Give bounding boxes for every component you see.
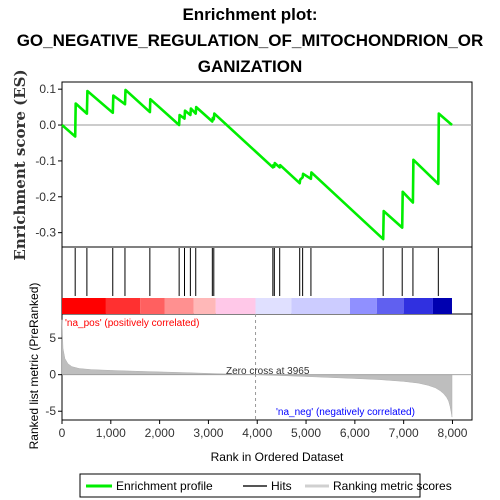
metric-y-tick-label: -5 <box>45 404 56 418</box>
color-bar-segment <box>140 298 165 314</box>
legend-label-hits: Hits <box>271 479 292 493</box>
legend-label-metric: Ranking metric scores <box>333 479 452 493</box>
es-y-tick-label: -0.2 <box>35 190 56 204</box>
color-bar-segment <box>291 298 350 314</box>
x-tick-label: 7,000 <box>389 426 419 440</box>
metric-y-tick-label: 5 <box>49 331 56 345</box>
color-bar-segment <box>164 298 194 314</box>
x-tick-label: 5,000 <box>291 426 321 440</box>
es-y-tick-label: 0.1 <box>39 82 56 96</box>
x-tick-label: 1,000 <box>96 426 126 440</box>
color-bar-segment <box>376 298 404 314</box>
enrichment-profile-line <box>61 88 453 241</box>
title-line-3: GANIZATION <box>197 57 303 76</box>
ranking-metric-fill <box>61 319 453 418</box>
zero-cross-label: Zero cross at 3965 <box>226 366 310 377</box>
color-bar-segment <box>349 298 377 314</box>
color-bar-segment <box>403 298 433 314</box>
x-tick-label: 0 <box>59 426 66 440</box>
title-line-2: GO_NEGATIVE_REGULATION_OF_MITOCHONDRION_… <box>16 31 484 50</box>
x-tick-label: 2,000 <box>145 426 175 440</box>
color-bar-segment <box>62 298 106 314</box>
x-tick-label: 3,000 <box>193 426 223 440</box>
color-bar-segment <box>193 298 216 314</box>
x-axis: 0 1,000 2,000 3,000 4,000 5,000 6,000 7,000 8,00… <box>59 420 468 440</box>
chart-title: Enrichment plot: GO_NEGATIVE_REGULATION_… <box>0 2 500 80</box>
color-bar-segment <box>255 298 292 314</box>
es-y-tick-label: 0.0 <box>39 118 56 132</box>
x-axis-title: Rank in Ordered Dataset <box>211 450 344 464</box>
es-y-axis: 0.1 0.0 -0.1 -0.2 -0.3 <box>35 82 62 240</box>
color-bar-segment <box>215 298 256 314</box>
es-y-axis-title: Enrichment score (ES) <box>11 69 29 260</box>
enrichment-profile-path <box>61 88 453 241</box>
neg-label: 'na_neg' (negatively correlated) <box>276 407 415 418</box>
x-tick-label: 8,000 <box>437 426 467 440</box>
ranking-metric-area <box>61 314 472 420</box>
title-line-1: Enrichment plot: <box>182 5 318 24</box>
es-y-tick-label: -0.1 <box>35 154 56 168</box>
pos-label: 'na_pos' (positively correlated) <box>65 318 199 329</box>
rank-color-bar <box>62 298 452 314</box>
color-bar-segment <box>105 298 141 314</box>
metric-y-axis: 5 0 -5 <box>45 331 62 418</box>
legend-label-profile: Enrichment profile <box>116 479 213 493</box>
x-tick-label: 4,000 <box>242 426 272 440</box>
color-bar-segment <box>432 298 452 314</box>
hits-marks <box>74 248 439 296</box>
metric-y-tick-label: 0 <box>49 368 56 382</box>
es-panel-frame <box>61 81 473 248</box>
metric-y-axis-title: Ranked list metric (PreRanked) <box>27 283 41 450</box>
x-tick-label: 6,000 <box>340 426 370 440</box>
legend: Enrichment profile Hits Ranking metric s… <box>79 473 452 498</box>
es-y-tick-label: -0.3 <box>35 226 56 240</box>
